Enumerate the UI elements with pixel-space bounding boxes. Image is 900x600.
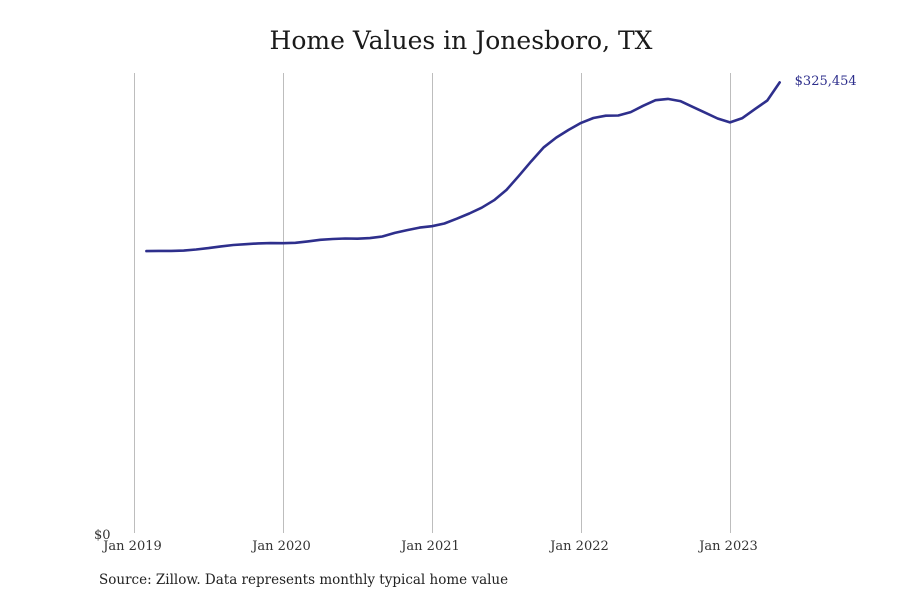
series-line — [145, 81, 781, 253]
x-tick-label: Jan 2020 — [250, 539, 311, 554]
gridlines — [134, 73, 731, 533]
x-tick-label: Jan 2023 — [697, 539, 758, 554]
x-tick-label: Jan 2022 — [548, 539, 609, 554]
source-note: Source: Zillow. Data represents monthly … — [99, 572, 509, 588]
end-value-label: $325,454 — [795, 74, 857, 89]
chart-title: Home Values in Jonesboro, TX — [269, 26, 653, 55]
y-zero-label: $0 — [94, 528, 111, 543]
x-tick-label: Jan 2021 — [399, 539, 460, 554]
axis-labels: Jan 2019 Jan 2020 Jan 2021 Jan 2022 Jan 2023… — [94, 74, 857, 554]
series-layer — [145, 81, 781, 253]
x-tick-label: Jan 2019 — [101, 539, 162, 554]
